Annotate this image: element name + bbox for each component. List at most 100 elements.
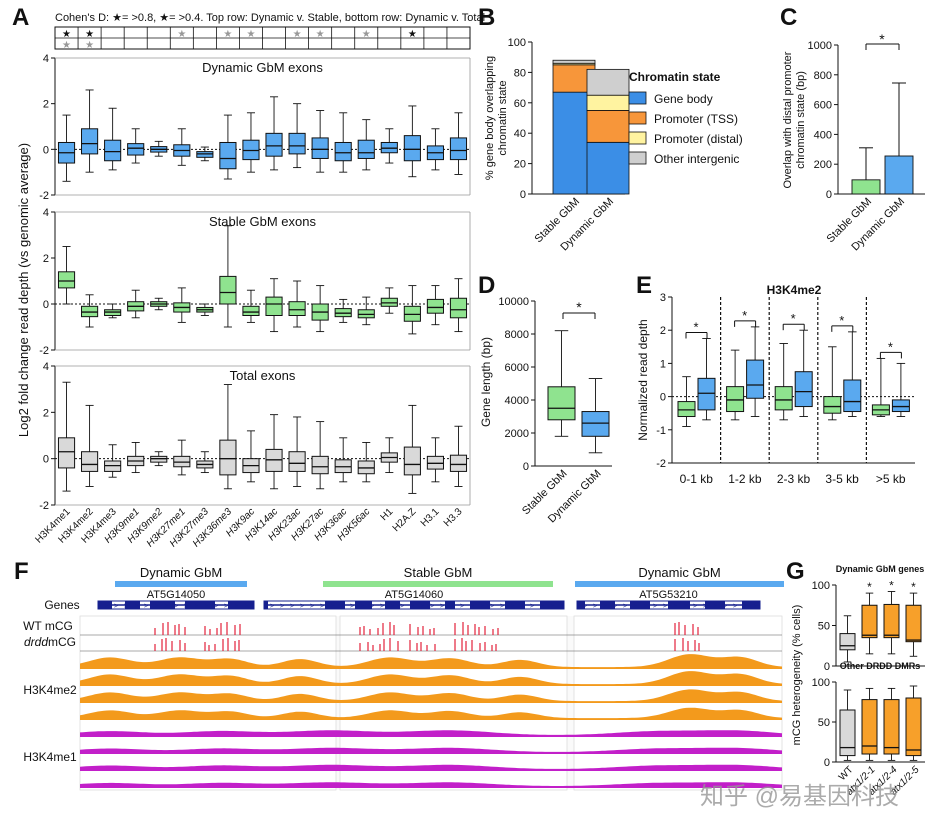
box [861, 699, 878, 755]
box-H3.1 [426, 298, 444, 314]
box [861, 604, 878, 639]
y-tick-label: 20 [514, 159, 526, 171]
box-H3.3 [449, 297, 468, 319]
strand-arrow: > [360, 603, 364, 610]
box [905, 604, 922, 643]
gene-name: AT5G14060 [385, 589, 444, 601]
box-H3K23ac [288, 301, 306, 317]
top-row-star: ★ [85, 29, 94, 40]
strand-arrow: > [753, 603, 757, 610]
subpanel-title: Other DRDD DMRs [840, 661, 921, 671]
box [581, 411, 610, 437]
significance-star: * [742, 308, 747, 323]
region-label: Dynamic GbM [140, 565, 222, 580]
strand-arrow: > [174, 603, 178, 610]
y-tick-label: 0 [43, 454, 49, 466]
strand-arrow: > [104, 603, 108, 610]
box-H3.3 [449, 137, 468, 161]
box-stable [677, 401, 696, 418]
strand-arrow: > [623, 603, 627, 610]
strand-arrow: > [743, 603, 747, 610]
strand-arrow: > [410, 603, 414, 610]
x-tick-label: H3.3 [442, 506, 465, 529]
gene-exon [668, 601, 690, 609]
box-H3K36me3 [219, 275, 237, 305]
panel-label-f: F [14, 558, 29, 585]
panel-label-e: E [636, 272, 653, 299]
y-axis-label: % gene body overlapping [484, 56, 496, 180]
strand-arrow: > [124, 603, 128, 610]
gene-name: AT5G53210 [639, 589, 698, 601]
legend-label: Gene body [654, 92, 713, 106]
track-label-h3k4me2: H3K4me2 [23, 683, 77, 697]
x-tick-label: 3-5 kb [825, 472, 859, 486]
strand-arrow: > [540, 603, 544, 610]
legend-label: Other intergenic [654, 152, 739, 166]
subpanel-title: Dynamic GbM exons [202, 60, 323, 75]
gene-exon [540, 601, 564, 609]
stacked-bar-segment [586, 141, 630, 195]
box-H3K4me3 [104, 139, 122, 162]
gene-exon [98, 601, 112, 609]
y-tick-label: 6000 [505, 362, 529, 374]
y-tick-label: -2 [39, 500, 49, 512]
gene-exon [630, 601, 650, 609]
strand-arrow: > [194, 603, 198, 610]
gene-exon [125, 601, 140, 609]
strand-arrow: > [164, 603, 168, 610]
strand-arrow: > [663, 603, 667, 610]
y-tick-label: 600 [814, 100, 832, 112]
significance-star: * [791, 311, 796, 326]
x-tick-label: H2A.Z [391, 506, 419, 534]
track-label-drdd: drdd [24, 635, 48, 649]
top-row-star: ★ [62, 29, 71, 40]
box-H3K36me3 [219, 439, 237, 476]
gene-exon [355, 601, 372, 609]
y-tick-label: 4 [43, 207, 49, 219]
box-stable [774, 386, 793, 411]
strand-arrow: > [144, 603, 148, 610]
y-tick-label: 2000 [505, 428, 529, 440]
box [905, 697, 922, 757]
box-dynamic [843, 379, 862, 413]
y-tick-label: 0 [43, 144, 49, 156]
h3k4me1-coverage [80, 782, 782, 788]
region-bar [323, 581, 553, 587]
x-tick-label: >5 kb [876, 472, 906, 486]
gene-exon [600, 601, 615, 609]
strand-arrow: > [723, 603, 727, 610]
significance-star: * [879, 31, 885, 47]
y-axis-label: Log2 fold change read depth (vs genomic … [16, 143, 31, 437]
legend-swatch [628, 151, 647, 165]
box-H2A.Z [403, 135, 421, 162]
y-axis-label: Overlap with distal promoter [782, 51, 794, 188]
strand-arrow: > [430, 603, 434, 610]
strand-arrow: > [330, 603, 334, 610]
box-H3K9ac [242, 305, 260, 316]
region-bar [575, 581, 784, 587]
strand-arrow: > [480, 603, 484, 610]
strand-arrow: > [350, 603, 354, 610]
y-axis-label: Normalized read depth [636, 319, 650, 440]
box-H3K23ac [288, 132, 306, 155]
y-tick-label: 2 [43, 407, 49, 419]
strand-arrow: > [460, 603, 464, 610]
h3k4me1-coverage [80, 747, 782, 754]
significance-star: * [576, 299, 582, 315]
strand-arrow: > [114, 603, 118, 610]
strand-arrow: > [380, 603, 384, 610]
significance-star: * [889, 578, 894, 592]
gene-exon [470, 601, 490, 609]
strand-arrow: > [184, 603, 188, 610]
strand-arrow: > [490, 603, 494, 610]
x-tick-label: 0-1 kb [680, 472, 714, 486]
strand-arrow: > [613, 603, 617, 610]
box-stable [726, 386, 745, 413]
subpanel-title: Dynamic GbM genes [836, 564, 925, 574]
top-row-star: ★ [177, 29, 186, 40]
legend-swatch [628, 131, 647, 145]
significance-star: * [888, 339, 893, 354]
y-tick-label: 3 [660, 292, 666, 304]
box-stable [823, 396, 842, 414]
stacked-bar-segment [552, 59, 596, 64]
